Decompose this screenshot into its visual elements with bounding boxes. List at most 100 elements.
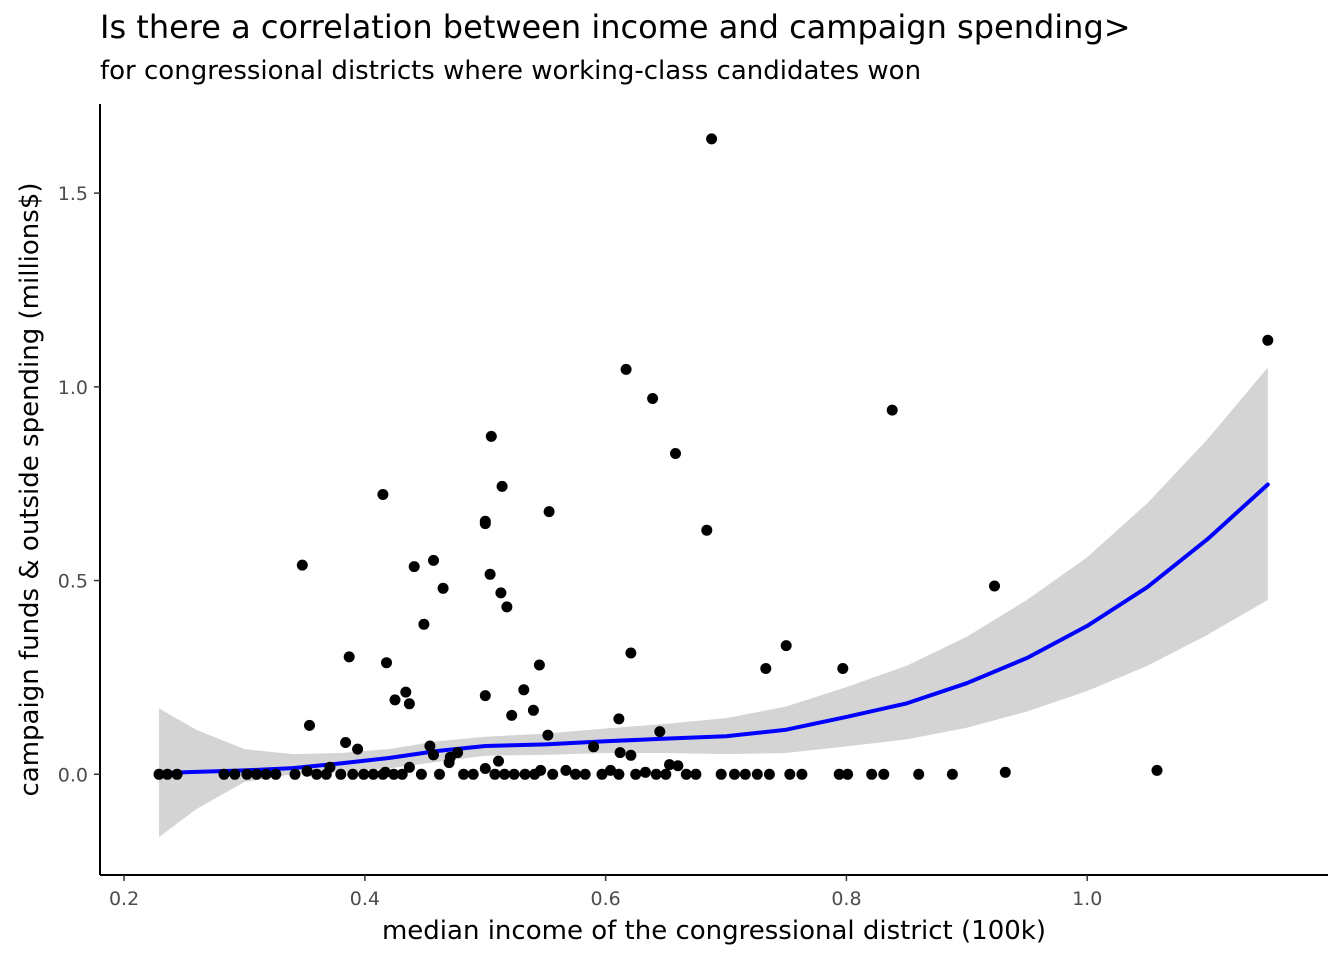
- data-point: [701, 524, 713, 536]
- x-tick-label: 0.6: [591, 888, 621, 910]
- data-point: [670, 448, 681, 459]
- data-point: [270, 768, 282, 780]
- data-point: [493, 755, 504, 767]
- data-point: [654, 726, 666, 738]
- data-point: [547, 768, 559, 780]
- data-point: [542, 729, 554, 741]
- data-point: [989, 580, 1000, 592]
- data-point: [501, 601, 513, 613]
- data-point: [763, 768, 775, 780]
- data-point: [352, 743, 364, 755]
- data-point: [489, 768, 501, 780]
- axes-layer: 0.2 0.4 0.6 0.8 1.0 0.0 0.5 1.0 1.5: [58, 104, 1328, 910]
- data-point: [304, 719, 315, 731]
- data-point: [946, 768, 958, 780]
- y-tick-label: 0.0: [58, 764, 88, 786]
- data-point: [424, 740, 436, 752]
- data-point: [518, 684, 530, 696]
- data-point: [690, 768, 702, 780]
- data-point: [458, 768, 470, 780]
- data-point: [560, 764, 572, 776]
- confidence-ribbon-layer: [159, 367, 1268, 837]
- data-point: [913, 768, 925, 780]
- data-point: [484, 568, 496, 580]
- data-point: [650, 768, 662, 780]
- y-tick-label: 1.5: [58, 183, 88, 205]
- data-point: [289, 768, 301, 780]
- data-point: [519, 768, 531, 780]
- chart-title: Is there a correlation between income an…: [100, 8, 1131, 46]
- data-point: [543, 506, 555, 518]
- data-point: [886, 404, 898, 416]
- y-tick-label: 0.5: [58, 571, 88, 593]
- data-point: [614, 747, 626, 759]
- data-point: [479, 518, 491, 530]
- data-point: [418, 618, 430, 630]
- data-point: [639, 766, 651, 778]
- points-layer: [153, 133, 1274, 780]
- y-tick-label: 1.0: [58, 377, 88, 399]
- data-point: [443, 757, 455, 769]
- data-point: [878, 768, 890, 780]
- chart-subtitle: for congressional districts where workin…: [100, 56, 922, 86]
- data-point: [343, 651, 355, 663]
- data-point: [866, 768, 878, 780]
- data-point: [260, 768, 272, 780]
- data-point: [403, 698, 415, 710]
- data-point: [837, 663, 849, 674]
- data-point: [660, 768, 672, 780]
- data-point: [428, 554, 439, 566]
- data-point: [579, 768, 591, 780]
- data-point: [784, 768, 796, 780]
- x-tick-label: 0.8: [831, 888, 861, 910]
- x-tick-label: 1.0: [1072, 888, 1102, 910]
- data-point: [403, 761, 415, 773]
- data-point: [527, 704, 539, 716]
- data-point: [647, 393, 659, 404]
- data-point: [496, 480, 508, 492]
- data-point: [251, 768, 262, 780]
- data-point: [296, 559, 308, 571]
- data-point: [1262, 334, 1274, 346]
- x-axis-title: median income of the congressional distr…: [382, 916, 1046, 946]
- data-point: [479, 763, 491, 774]
- data-point: [729, 768, 740, 780]
- data-point: [415, 768, 427, 780]
- data-point: [320, 768, 332, 780]
- data-point: [588, 741, 600, 753]
- data-point: [153, 768, 165, 780]
- data-point: [396, 768, 408, 780]
- data-point: [672, 760, 684, 772]
- data-point: [389, 694, 401, 706]
- y-axis-title: campaign funds & outside spending (milli…: [15, 182, 45, 796]
- data-point: [613, 713, 625, 725]
- data-point: [301, 765, 313, 777]
- data-point: [499, 768, 510, 780]
- data-point: [161, 768, 173, 780]
- data-point: [367, 768, 379, 780]
- data-point: [311, 768, 323, 780]
- data-point: [381, 657, 392, 669]
- x-tick-label: 0.4: [350, 888, 380, 910]
- data-point: [605, 764, 616, 776]
- data-point: [218, 768, 230, 780]
- data-point: [171, 768, 183, 780]
- data-point: [796, 768, 808, 780]
- data-point: [739, 768, 751, 780]
- data-point: [437, 582, 449, 594]
- data-point: [229, 768, 241, 780]
- data-point: [506, 709, 518, 721]
- data-point: [467, 768, 479, 780]
- data-point: [664, 759, 675, 771]
- data-point: [485, 430, 497, 442]
- data-point: [479, 690, 491, 702]
- data-point: [508, 768, 520, 780]
- data-point: [680, 768, 692, 780]
- data-point: [495, 587, 507, 599]
- data-point: [388, 768, 400, 780]
- data-point: [751, 768, 763, 780]
- data-point: [999, 766, 1011, 778]
- data-point: [377, 489, 389, 500]
- data-point: [358, 768, 370, 780]
